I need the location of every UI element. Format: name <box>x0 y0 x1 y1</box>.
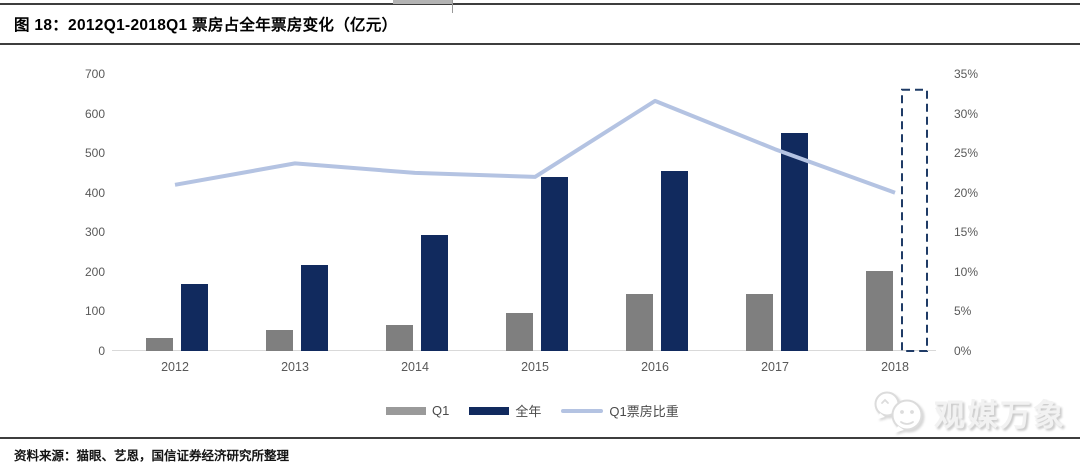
year-bar-2012 <box>181 283 208 351</box>
x-label-2018: 2018 <box>881 360 909 374</box>
x-label-2017: 2017 <box>761 360 789 374</box>
year-bar-2016 <box>661 170 688 351</box>
watermark: 观媒万象 <box>872 389 1066 435</box>
q1-bar-2017 <box>746 294 773 351</box>
legend-item-2: Q1票房比重 <box>561 401 679 420</box>
y-right-tick-2: 10% <box>954 264 979 279</box>
legend-swatch-2 <box>561 408 604 413</box>
figure-title: 图 18：2012Q1-2018Q1 票房占全年票房变化（亿元） <box>14 17 398 34</box>
y-left-tick-600: 600 <box>84 106 105 121</box>
top-rule <box>0 3 1080 5</box>
y-right-tick-6: 30% <box>954 106 979 121</box>
legend-swatch-1 <box>469 406 510 415</box>
q1-bar-2018 <box>866 271 893 351</box>
source-note: 资料来源：猫眼、艺恩，国信证券经济研究所整理 <box>14 449 290 463</box>
y-right-tick-4: 20% <box>954 185 979 200</box>
q1-bar-2014 <box>386 324 413 351</box>
x-label-2014: 2014 <box>401 360 429 374</box>
legend-item-1: 全年 <box>469 401 541 420</box>
y-left-tick-400: 400 <box>84 185 105 200</box>
legend-swatch-0 <box>386 406 426 415</box>
y-right-tick-5: 25% <box>954 146 979 161</box>
y-left-tick-500: 500 <box>84 146 105 161</box>
chat-bubbles-icon <box>874 391 923 433</box>
watermark-text: 观媒万象 <box>934 397 1066 433</box>
y-left-tick-0: 0 <box>98 344 105 358</box>
x-label-2016: 2016 <box>641 360 669 374</box>
legend-label-1: 全年 <box>515 404 542 419</box>
legend-label-2: Q1票房比重 <box>609 404 679 419</box>
q1-bar-2016 <box>626 294 653 351</box>
y-right-tick-0: 0% <box>954 344 972 358</box>
estimate-bar-2018 <box>901 88 928 353</box>
legend-label-0: Q1 <box>432 403 450 418</box>
legend: Q1 全年 Q1票房比重 <box>386 401 679 420</box>
y-left-tick-700: 700 <box>84 67 105 81</box>
x-label-2015: 2015 <box>521 360 549 374</box>
q1-bar-2012 <box>146 337 173 351</box>
y-right-tick-3: 15% <box>954 225 979 240</box>
crop-artifact-line <box>452 0 453 13</box>
bottom-rule <box>0 437 1080 439</box>
q1-bar-2013 <box>266 330 293 351</box>
year-bar-2013 <box>301 264 328 351</box>
legend-item-0: Q1 <box>386 403 449 418</box>
y-left-tick-100: 100 <box>84 304 105 319</box>
title-underline-rule <box>0 43 1080 45</box>
year-bar-2017 <box>781 133 808 351</box>
year-bar-2015 <box>541 176 568 351</box>
y-right-tick-7: 35% <box>954 67 979 81</box>
y-right-tick-1: 5% <box>954 304 972 319</box>
y-left-tick-200: 200 <box>84 264 105 279</box>
x-label-2013: 2013 <box>281 360 309 374</box>
y-left-tick-300: 300 <box>84 225 105 240</box>
crop-artifact-bar <box>393 0 452 4</box>
x-label-2012: 2012 <box>161 360 189 374</box>
q1-bar-2015 <box>506 313 533 351</box>
year-bar-2014 <box>421 234 448 351</box>
